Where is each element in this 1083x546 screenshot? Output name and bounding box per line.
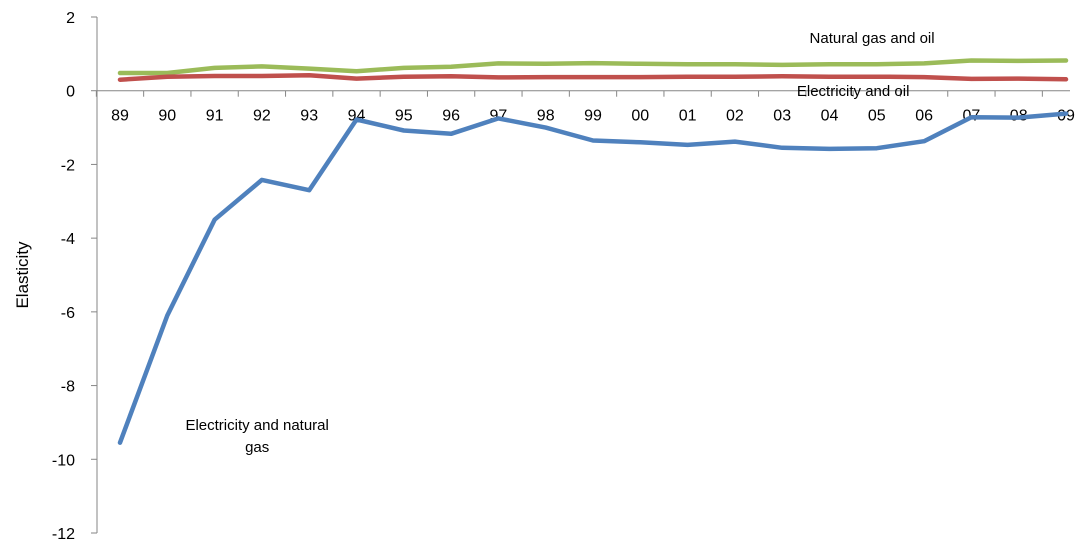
series-annotation: Electricity and natural <box>185 417 328 434</box>
x-tick-label: 89 <box>111 108 129 125</box>
series-line-electricity-and-oil <box>117 72 1069 82</box>
x-tick-label: 03 <box>773 108 791 125</box>
x-tick-label: 99 <box>584 108 602 125</box>
y-tick-label: 2 <box>66 10 75 27</box>
x-tick-label: 95 <box>395 108 413 125</box>
y-tick-label: 0 <box>66 84 75 101</box>
y-axis-title: Elasticity <box>13 241 32 309</box>
x-tick-label: 06 <box>915 108 933 125</box>
series-line-electricity-and-natural-gas <box>117 111 1069 445</box>
y-tick-label: -8 <box>61 379 75 396</box>
x-tick-label: 96 <box>442 108 460 125</box>
x-tick-label: 02 <box>726 108 744 125</box>
x-tick-label: 05 <box>868 108 886 125</box>
series-line-natural-gas-and-oil <box>117 58 1069 76</box>
y-tick-label: -2 <box>61 157 75 174</box>
x-tick-label: 91 <box>206 108 224 125</box>
y-tick-label: -4 <box>61 231 75 248</box>
y-tick-label: -6 <box>61 305 75 322</box>
y-tick-label: -10 <box>52 452 75 469</box>
x-tick-label: 01 <box>679 108 697 125</box>
series-annotation: Natural gas and oil <box>810 30 935 47</box>
x-tick-label: 98 <box>537 108 555 125</box>
x-tick-label: 93 <box>300 108 318 125</box>
y-tick-label: -12 <box>52 526 75 543</box>
x-tick-label: 92 <box>253 108 271 125</box>
x-tick-label: 90 <box>158 108 176 125</box>
series-annotation: gas <box>245 439 269 456</box>
x-tick-label: 00 <box>631 108 649 125</box>
x-tick-label: 04 <box>821 108 839 125</box>
series-annotation: Electricity and oil <box>797 83 910 100</box>
